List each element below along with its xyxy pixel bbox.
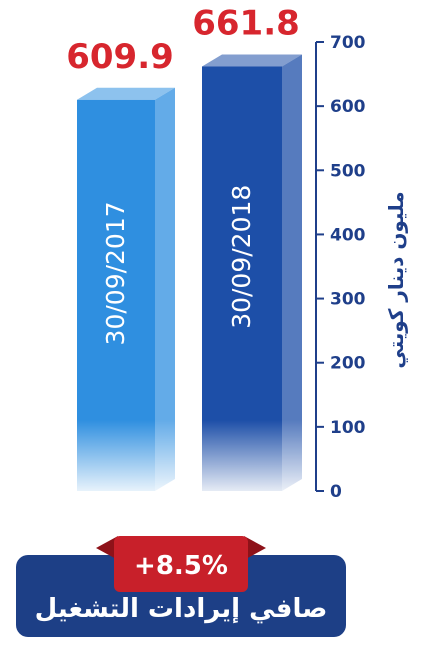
- bars: 30/09/2017 609.9 30/09/2018 661.8: [66, 4, 302, 492]
- bar-top: [202, 54, 302, 67]
- caption-box: [16, 555, 346, 637]
- y-tick-label: 100: [330, 418, 366, 438]
- badge-box: [114, 536, 248, 592]
- y-tick-label: 500: [330, 161, 366, 181]
- caption-banner: صافي إيرادات التشغيل: [16, 555, 346, 637]
- y-tick-label: 400: [330, 225, 366, 245]
- bar-side: [282, 54, 302, 492]
- y-tick-label: 700: [330, 33, 366, 53]
- y-tick-label: 600: [330, 97, 366, 117]
- y-tick-label: 200: [330, 354, 366, 374]
- caption-text: صافي إيرادات التشغيل: [35, 594, 328, 624]
- value-label: 661.8: [192, 4, 300, 44]
- y-tick-label: 300: [330, 290, 366, 310]
- y-axis-ticks: 0 100 200 300 400 500 600 700: [316, 33, 366, 502]
- value-label: 609.9: [66, 37, 174, 77]
- bar-fade-overlay: [60, 420, 310, 500]
- ribbon-right-fold: [244, 536, 266, 560]
- category-label: 30/09/2017: [101, 201, 130, 345]
- change-badge: +8.5%: [96, 536, 266, 592]
- bar-side: [155, 87, 175, 491]
- badge-text: +8.5%: [134, 551, 228, 581]
- y-tick-label: 0: [330, 482, 342, 502]
- bar-top: [77, 87, 175, 100]
- category-label: 30/09/2018: [227, 185, 256, 329]
- ribbon-left-fold: [96, 536, 118, 560]
- y-axis-title: مليون دينار كويتي: [384, 191, 409, 368]
- bar-1: 30/09/2018 661.8: [192, 4, 302, 492]
